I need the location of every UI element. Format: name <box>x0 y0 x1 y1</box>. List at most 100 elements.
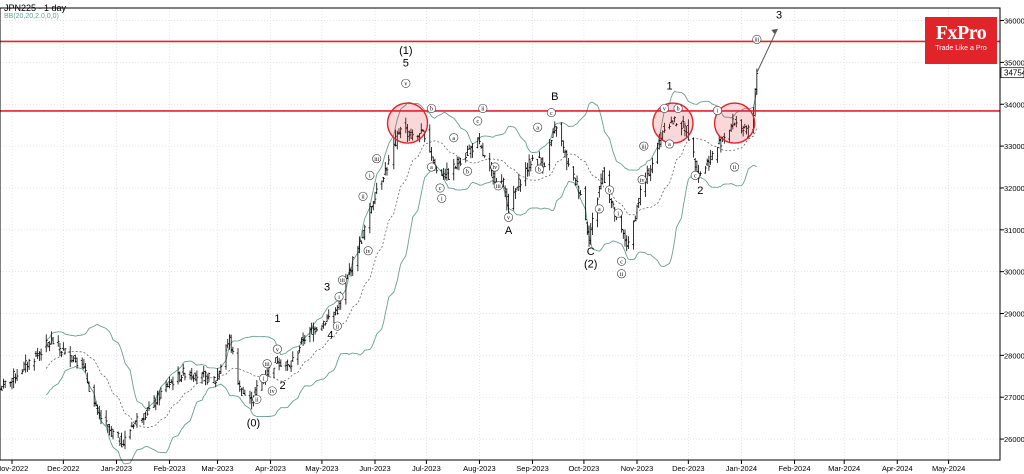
candle <box>505 188 509 211</box>
projection-arrowhead <box>771 28 778 34</box>
chart-grid <box>0 8 1000 460</box>
candle <box>104 410 108 426</box>
candle <box>132 424 135 429</box>
candle <box>455 156 459 170</box>
candle <box>515 186 519 190</box>
sub-wave-label: a <box>449 133 459 143</box>
candle <box>637 197 640 209</box>
sub-wave-circle <box>332 321 342 331</box>
candle <box>217 370 221 380</box>
wave-label: (1) <box>399 45 412 57</box>
sub-wave-text: a <box>536 125 539 131</box>
candle <box>639 185 642 206</box>
candlesticks <box>0 68 759 450</box>
sub-wave-text: v <box>507 215 510 221</box>
candle <box>740 119 743 134</box>
sub-wave-circle <box>267 386 277 396</box>
sub-wave-circle <box>259 373 269 383</box>
sub-wave-circle <box>473 116 483 126</box>
candle <box>27 358 31 370</box>
candle <box>152 395 156 408</box>
candle <box>169 379 173 384</box>
y-tick-label: 34000 <box>1004 100 1024 109</box>
candle <box>241 386 245 394</box>
highlight-circle <box>652 102 694 144</box>
candle <box>663 122 666 133</box>
wave-label: A <box>505 225 513 237</box>
candle <box>370 205 373 214</box>
candle <box>22 361 26 371</box>
candle <box>92 384 96 407</box>
sub-wave-circle <box>337 275 347 285</box>
sub-wave-circle <box>605 185 615 195</box>
candle <box>219 364 223 374</box>
y-tick-label: 29000 <box>1004 310 1024 319</box>
sub-wave-label: b <box>605 185 615 195</box>
candle <box>324 322 327 326</box>
candle <box>503 185 507 197</box>
y-tick-label: 35000 <box>1004 58 1024 67</box>
candle <box>214 380 218 388</box>
y-tick-label: 30000 <box>1004 268 1024 277</box>
candle <box>560 122 563 147</box>
candle <box>512 185 515 211</box>
candle <box>603 167 606 184</box>
sub-wave-label: v <box>401 78 411 88</box>
wave-label: 1 <box>666 81 672 93</box>
sub-wave-label: v <box>659 103 669 113</box>
candle <box>171 376 175 391</box>
candle <box>99 410 103 425</box>
candle <box>527 154 531 177</box>
candle <box>483 155 486 158</box>
candle <box>399 126 402 139</box>
sub-wave-label: c <box>473 116 483 126</box>
candle <box>360 240 363 245</box>
candle <box>240 387 243 397</box>
wave-label: 5 <box>403 58 409 70</box>
x-tick-label: Mar-2023 <box>201 464 233 473</box>
x-tick-label: Mar-2024 <box>828 464 860 473</box>
sub-wave-circle <box>546 108 556 118</box>
sub-wave-circle <box>504 212 514 222</box>
candle <box>325 314 329 323</box>
candle <box>404 117 408 134</box>
sub-wave-label: iv <box>637 175 647 185</box>
candle <box>531 154 534 161</box>
fxpro-logo: FxPro Trade Like a Pro <box>925 17 997 64</box>
candle <box>572 166 575 181</box>
candle <box>291 351 295 362</box>
candle <box>469 145 473 159</box>
x-tick-label: Feb-2024 <box>778 464 810 473</box>
candle <box>15 369 19 382</box>
indicator-label: BB(20,20,2.0,0,0) <box>4 13 59 20</box>
sub-wave-circle <box>752 34 762 44</box>
bollinger-bands <box>45 89 758 465</box>
sub-wave-text: v <box>404 82 407 88</box>
candle <box>755 68 759 95</box>
candle <box>514 188 517 199</box>
sub-wave-label: b <box>427 103 437 113</box>
resistance-levels <box>0 28 1000 112</box>
candle <box>464 152 468 163</box>
candle <box>216 368 219 381</box>
candle <box>632 220 635 250</box>
sub-wave-label: b <box>534 164 544 174</box>
candle <box>243 389 247 396</box>
candle <box>327 309 331 320</box>
wave-label: 3 <box>776 9 782 21</box>
sub-wave-circle <box>673 103 683 113</box>
candle <box>406 123 409 143</box>
candle <box>517 173 521 191</box>
candle <box>106 423 110 433</box>
candle <box>195 370 199 384</box>
wave-label: B <box>551 91 558 103</box>
wave-label: 2 <box>279 380 285 392</box>
sub-wave-text: b <box>677 107 680 113</box>
sub-wave-circle <box>617 269 627 279</box>
candle <box>75 357 79 369</box>
sub-wave-circle <box>534 164 544 174</box>
candle <box>56 335 60 347</box>
sub-wave-text: a <box>452 136 455 142</box>
sub-wave-text: iv <box>366 249 371 255</box>
candle <box>116 431 120 439</box>
